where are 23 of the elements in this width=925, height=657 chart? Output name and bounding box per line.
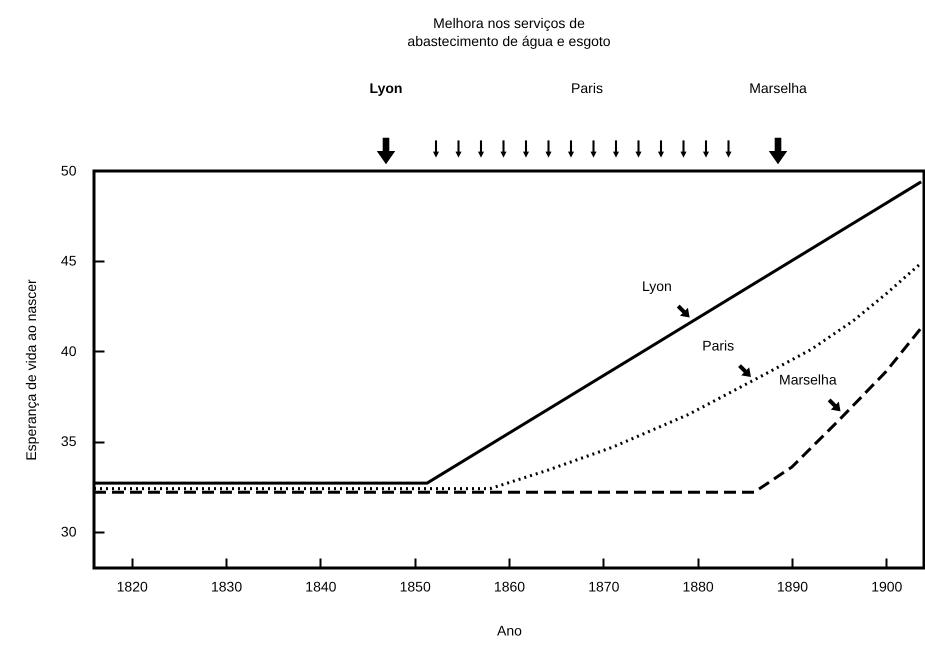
x-tick-label: 1880 bbox=[682, 578, 714, 594]
text: Lyon bbox=[370, 80, 402, 96]
x-tick-label: 1830 bbox=[210, 578, 242, 594]
y-tick-label: 40 bbox=[60, 342, 77, 359]
y-tick-label: 35 bbox=[60, 433, 77, 450]
annotation: Lyon bbox=[642, 278, 672, 294]
x-tick-label: 1890 bbox=[776, 578, 808, 594]
x-axis-title: Ano bbox=[497, 622, 522, 638]
x-tick-label: 1840 bbox=[305, 578, 337, 594]
text: Paris bbox=[571, 80, 603, 96]
x-tick-label: 1870 bbox=[588, 578, 620, 594]
x-tick-label: 1860 bbox=[494, 578, 526, 594]
x-tick-label: 1850 bbox=[400, 578, 431, 594]
chart-title: Melhora nos serviços de abastecimento de água e esgoto bbox=[407, 15, 611, 49]
y-axis-title: Esperança de vida ao nascer bbox=[22, 278, 39, 461]
y-tick-label: 30 bbox=[60, 523, 77, 540]
annotation: Paris bbox=[702, 337, 734, 354]
x-tick-label: 1820 bbox=[116, 578, 148, 594]
y-tick-label: 50 bbox=[60, 162, 77, 178]
annotation: Marselha bbox=[779, 372, 837, 388]
x-tick-label: 1900 bbox=[871, 578, 903, 594]
text: Marselha bbox=[749, 80, 807, 96]
y-tick-label: 45 bbox=[60, 252, 77, 269]
